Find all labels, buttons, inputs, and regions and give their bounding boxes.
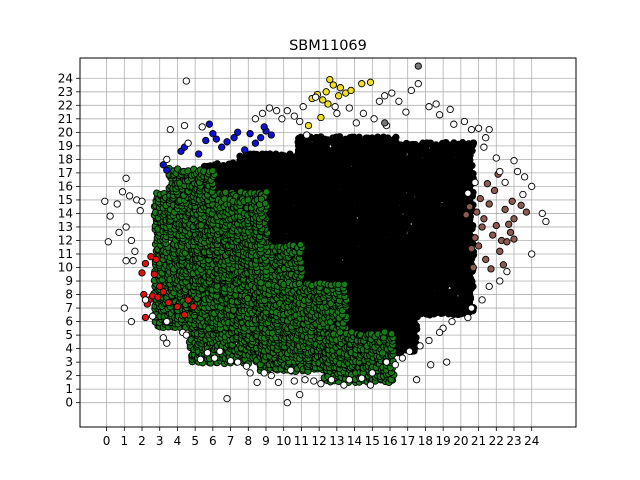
data-point — [469, 139, 478, 147]
data-point — [336, 133, 344, 141]
data-point — [363, 272, 371, 280]
data-point — [310, 151, 319, 159]
data-point — [355, 133, 363, 141]
data-point — [409, 272, 417, 280]
data-points — [101, 62, 550, 407]
data-point — [236, 160, 244, 168]
data-point — [302, 150, 310, 158]
data-point — [268, 160, 276, 169]
data-point — [465, 257, 473, 265]
data-point — [350, 216, 358, 224]
